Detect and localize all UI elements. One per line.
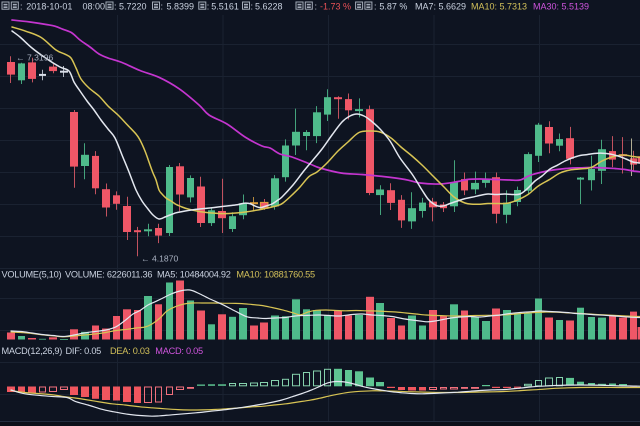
svg-text:MA10: 5.7313: MA10: 5.7313 bbox=[471, 1, 527, 11]
svg-text:2018-10-01: 2018-10-01 bbox=[26, 1, 72, 11]
svg-text::: : bbox=[207, 1, 210, 11]
svg-text::: : bbox=[114, 1, 117, 11]
svg-text::: : bbox=[315, 1, 318, 11]
svg-text:5.6228: 5.6228 bbox=[255, 1, 283, 11]
svg-text:-1.73 %: -1.73 % bbox=[320, 1, 351, 11]
svg-text:MA30: 5.5139: MA30: 5.5139 bbox=[533, 1, 589, 11]
svg-text:5.7220: 5.7220 bbox=[119, 1, 147, 11]
svg-text:VOLUME(5,10): VOLUME(5,10) bbox=[2, 270, 62, 280]
svg-text:MACD: 0.05: MACD: 0.05 bbox=[155, 346, 203, 356]
svg-text:VOLUME: 6226011.36: VOLUME: 6226011.36 bbox=[65, 270, 152, 280]
svg-text:5.5161: 5.5161 bbox=[211, 1, 239, 11]
svg-text::: : bbox=[20, 1, 23, 11]
svg-text::: : bbox=[161, 1, 164, 11]
svg-text:5.87 %: 5.87 % bbox=[379, 1, 407, 11]
svg-text:← 4.1870: ← 4.1870 bbox=[141, 254, 178, 264]
svg-text:MA7: 5.6629: MA7: 5.6629 bbox=[415, 1, 466, 11]
svg-text:MACD(12,26,9): MACD(12,26,9) bbox=[2, 346, 63, 356]
svg-text::: : bbox=[251, 1, 254, 11]
svg-text:08:00: 08:00 bbox=[83, 1, 106, 11]
svg-text:← 7.3196: ← 7.3196 bbox=[16, 53, 53, 63]
svg-text:DEA: 0.03: DEA: 0.03 bbox=[110, 346, 150, 356]
svg-text:MA10: 10881760.55: MA10: 10881760.55 bbox=[236, 270, 315, 280]
svg-text:5.8399: 5.8399 bbox=[167, 1, 195, 11]
svg-text:DIF: 0.05: DIF: 0.05 bbox=[66, 346, 102, 356]
svg-text::: : bbox=[374, 1, 377, 11]
svg-text:MA5: 10484004.92: MA5: 10484004.92 bbox=[157, 270, 231, 280]
